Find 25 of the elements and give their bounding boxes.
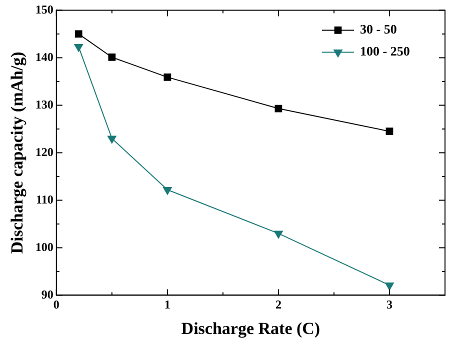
y-tick-label: 130 bbox=[35, 97, 54, 112]
point bbox=[386, 128, 394, 136]
x-tick-label: 1 bbox=[164, 297, 170, 312]
x-tick-label: 0 bbox=[53, 297, 60, 312]
x-tick-label: 3 bbox=[386, 297, 392, 312]
point bbox=[74, 30, 82, 38]
legend-label: 30 - 50 bbox=[360, 22, 397, 37]
x-axis-title: Discharge Rate (C) bbox=[181, 319, 320, 338]
x-tick-label: 2 bbox=[275, 297, 282, 312]
y-axis-title: Discharge capacity (mAh/g) bbox=[8, 52, 27, 254]
point bbox=[274, 104, 282, 112]
y-tick-label: 140 bbox=[35, 50, 54, 64]
point bbox=[274, 230, 283, 238]
y-tick-label: 90 bbox=[41, 287, 54, 302]
y-tick-label: 150 bbox=[35, 2, 54, 16]
point bbox=[164, 73, 172, 81]
legend-label: 100 - 250 bbox=[360, 44, 410, 59]
y-tick-label: 120 bbox=[35, 144, 54, 159]
point bbox=[385, 282, 394, 290]
point bbox=[108, 54, 116, 61]
point bbox=[74, 44, 84, 52]
point bbox=[108, 136, 116, 144]
y-tick-label: 110 bbox=[36, 192, 54, 206]
point bbox=[163, 187, 172, 195]
y-tick-label: 100 bbox=[35, 240, 54, 254]
